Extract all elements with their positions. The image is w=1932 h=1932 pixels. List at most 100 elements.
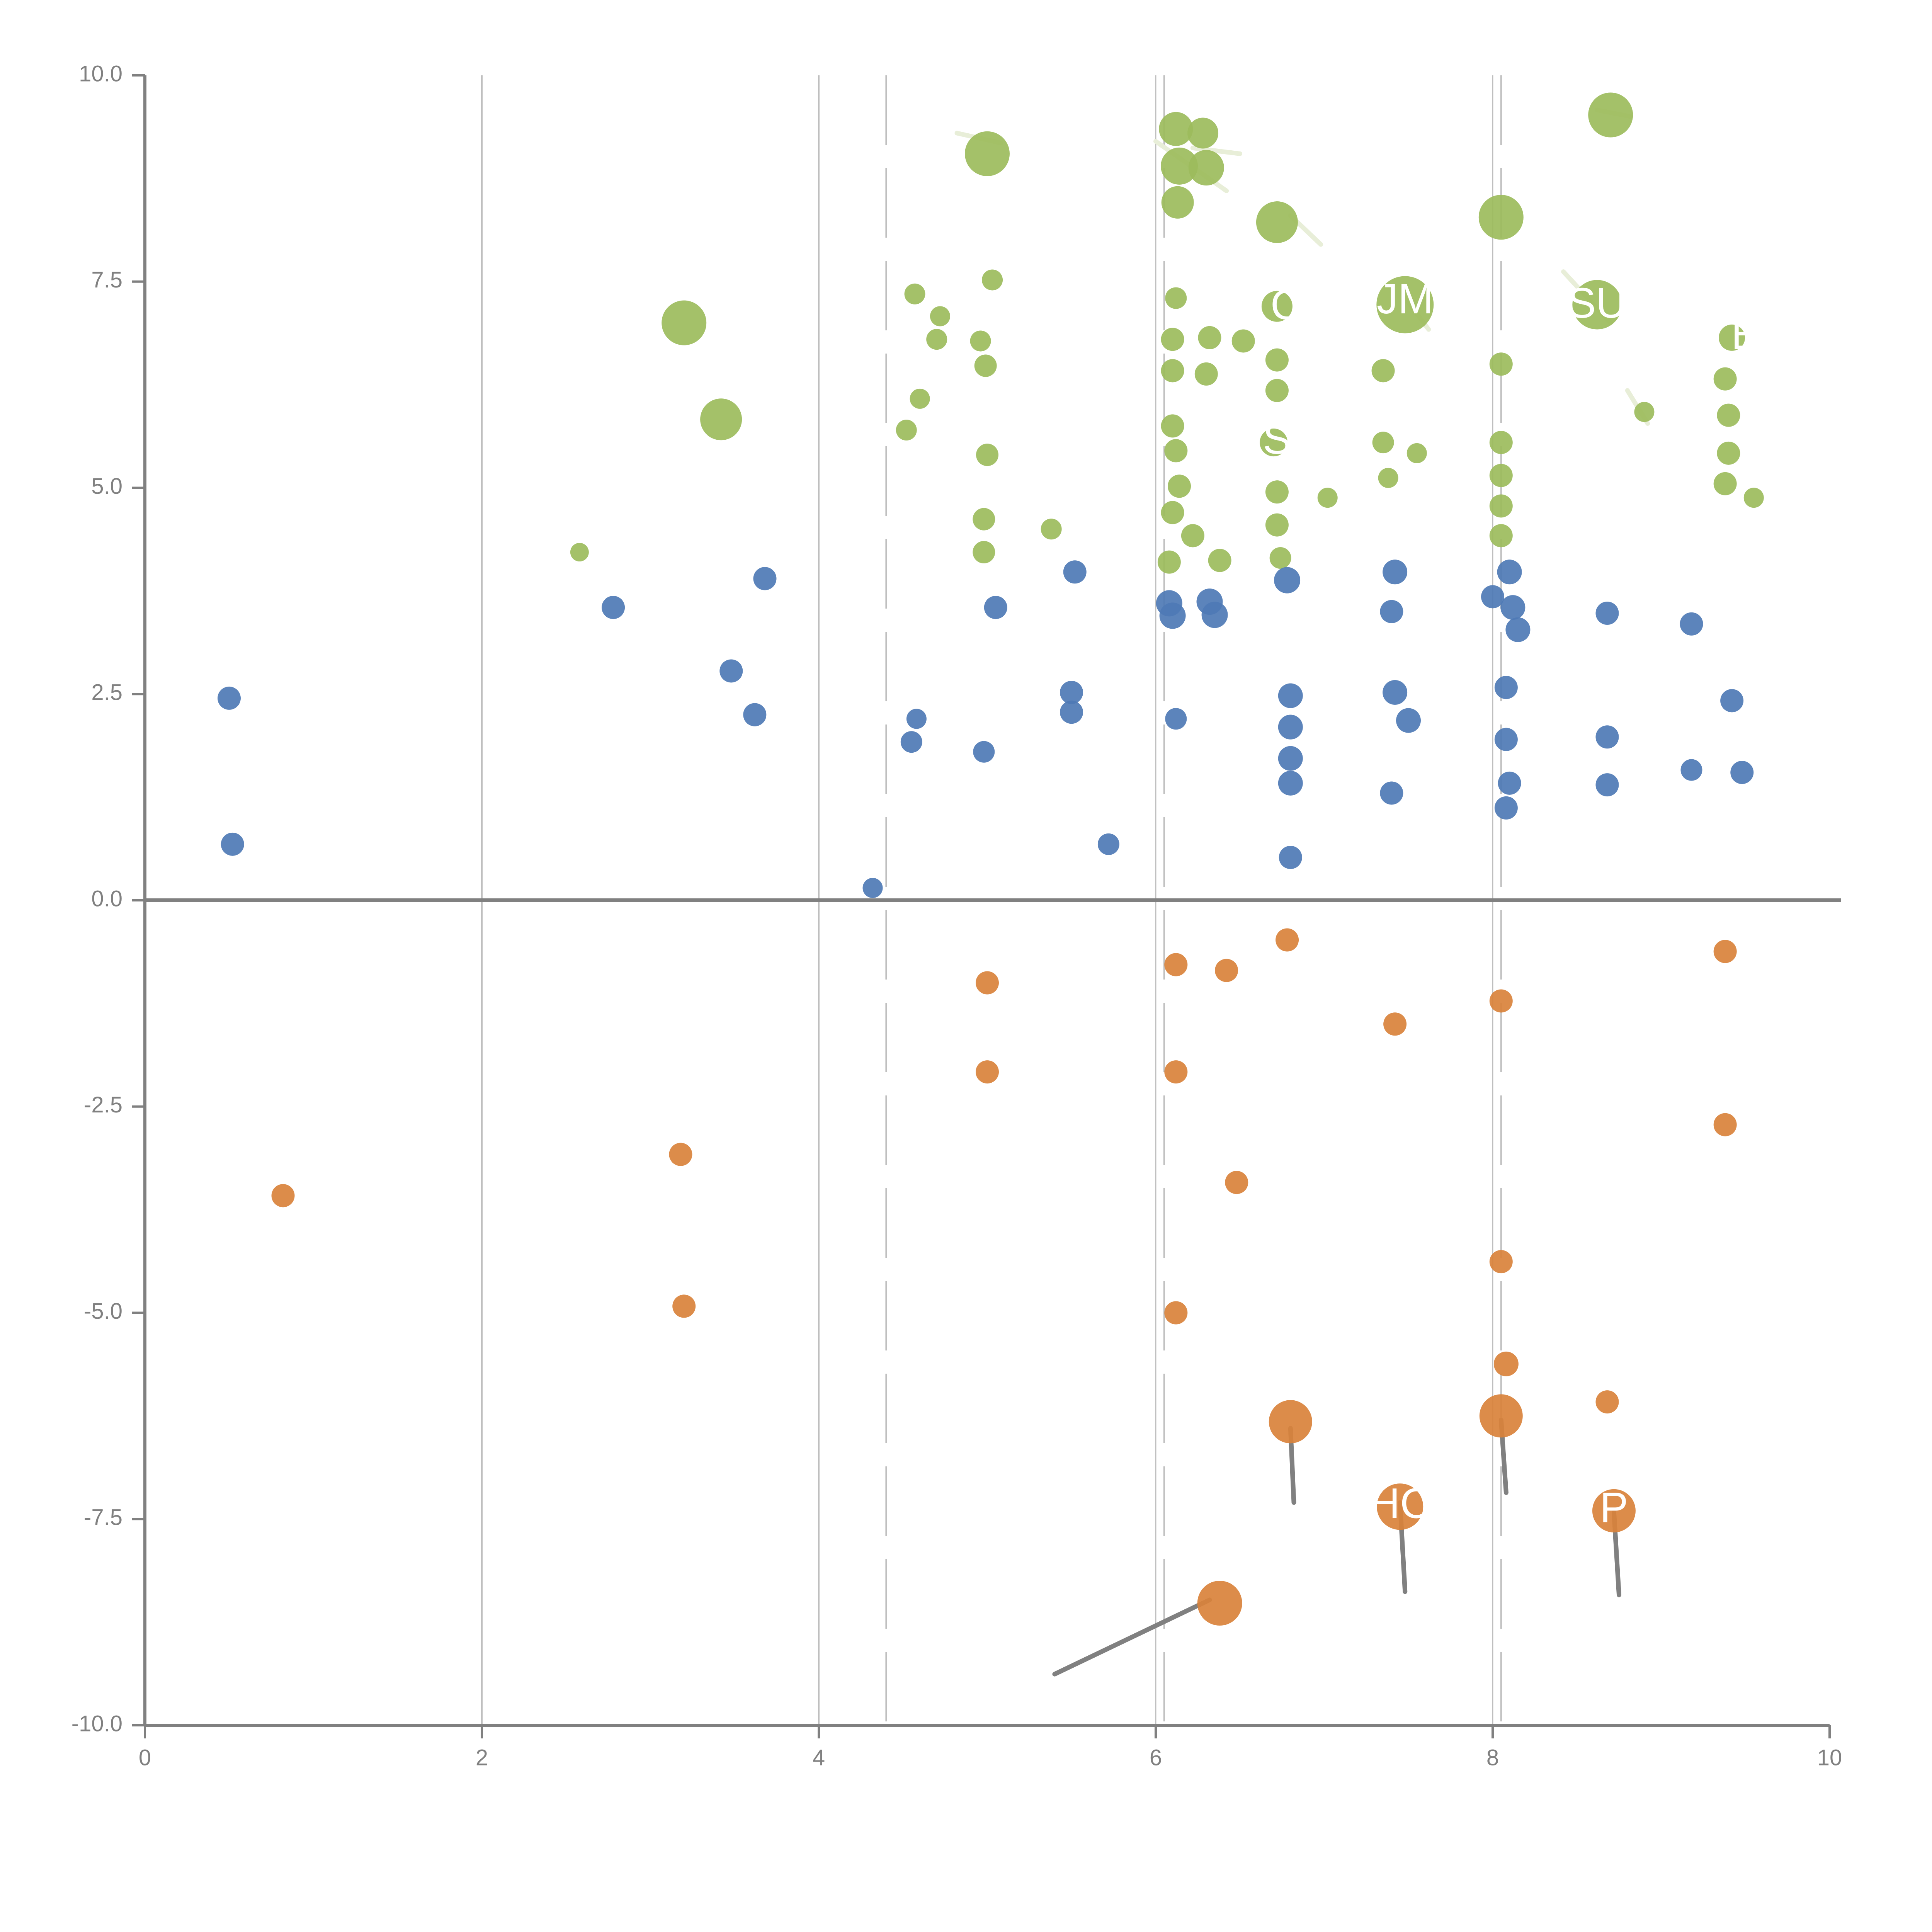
data-point-green[interactable] (976, 444, 998, 466)
data-point-orange[interactable] (1489, 989, 1513, 1013)
data-point-green[interactable] (1231, 329, 1255, 353)
data-point-green[interactable] (1588, 92, 1633, 138)
data-point-green[interactable] (1161, 414, 1184, 438)
data-point-blue[interactable] (1498, 771, 1521, 795)
data-point-blue[interactable] (218, 686, 241, 710)
data-point-green[interactable] (1194, 362, 1218, 386)
data-point-blue[interactable] (1063, 560, 1087, 584)
data-point-green[interactable] (1572, 280, 1622, 330)
data-point-green[interactable] (904, 283, 925, 304)
data-point-green[interactable] (1165, 287, 1187, 309)
data-point-orange[interactable] (1269, 1400, 1312, 1444)
data-point-orange[interactable] (672, 1294, 696, 1318)
data-point-blue[interactable] (1278, 770, 1303, 796)
data-point-blue[interactable] (1730, 761, 1754, 784)
data-point-blue[interactable] (1497, 560, 1522, 585)
data-point-orange[interactable] (1164, 1301, 1188, 1325)
data-point-green[interactable] (1159, 112, 1193, 146)
data-point-green[interactable] (1378, 468, 1398, 488)
data-point-green[interactable] (1261, 291, 1293, 322)
data-point-orange[interactable] (669, 1143, 692, 1166)
data-point-green[interactable] (1198, 326, 1221, 349)
data-point-orange[interactable] (1276, 928, 1299, 952)
data-point-green[interactable] (1265, 480, 1289, 504)
data-point-green[interactable] (1743, 488, 1764, 508)
data-point-blue[interactable] (1595, 602, 1619, 625)
data-point-green[interactable] (1265, 379, 1289, 402)
data-point-green[interactable] (1161, 328, 1184, 351)
data-point-orange[interactable] (1489, 1250, 1513, 1274)
data-point-green[interactable] (1188, 150, 1224, 186)
data-point-blue[interactable] (1278, 746, 1303, 771)
data-point-orange[interactable] (1595, 1390, 1619, 1414)
data-point-orange[interactable] (1225, 1171, 1248, 1194)
data-point-green[interactable] (965, 131, 1010, 176)
data-point-green[interactable] (1634, 402, 1655, 422)
series-blue-points[interactable] (218, 560, 1754, 898)
data-point-green[interactable] (1269, 547, 1291, 569)
data-point-orange[interactable] (1164, 1060, 1188, 1084)
data-point-blue[interactable] (753, 567, 777, 590)
data-point-blue[interactable] (973, 741, 995, 763)
data-point-blue[interactable] (1060, 701, 1083, 724)
data-point-green[interactable] (1489, 431, 1513, 454)
data-point-orange[interactable] (1493, 1351, 1519, 1376)
data-point-blue[interactable] (1680, 759, 1702, 781)
data-point-green[interactable] (1157, 550, 1181, 574)
data-point-green[interactable] (1376, 276, 1434, 333)
data-point-blue[interactable] (1500, 595, 1526, 620)
data-point-blue[interactable] (1494, 796, 1518, 820)
data-point-green[interactable] (1717, 441, 1740, 465)
data-point-blue[interactable] (1481, 585, 1504, 609)
data-point-orange[interactable] (1479, 1394, 1523, 1438)
data-point-green[interactable] (1489, 464, 1513, 487)
data-point-blue[interactable] (1279, 845, 1302, 869)
data-point-green[interactable] (1187, 117, 1219, 149)
data-point-green[interactable] (1265, 348, 1289, 372)
data-point-green[interactable] (973, 508, 995, 531)
data-point-orange[interactable] (1383, 1012, 1407, 1036)
data-point-orange[interactable] (1164, 953, 1188, 976)
data-point-green[interactable] (1713, 472, 1737, 495)
data-point-green[interactable] (1164, 439, 1188, 463)
data-point-green[interactable] (1265, 513, 1289, 537)
data-point-green[interactable] (896, 420, 917, 441)
data-point-green[interactable] (974, 354, 997, 377)
data-point-blue[interactable] (1159, 602, 1186, 629)
series-orange-points[interactable] (271, 928, 1737, 1626)
data-point-blue[interactable] (1380, 781, 1403, 805)
data-point-green[interactable] (1161, 147, 1198, 185)
data-point-blue[interactable] (719, 659, 743, 683)
data-point-blue[interactable] (1278, 683, 1303, 708)
data-point-green[interactable] (1489, 524, 1513, 548)
data-point-green[interactable] (1161, 186, 1194, 219)
data-point-orange[interactable] (1215, 959, 1238, 982)
data-point-blue[interactable] (1274, 567, 1301, 594)
data-point-green[interactable] (1168, 474, 1191, 498)
data-point-green[interactable] (1317, 488, 1338, 508)
data-point-orange[interactable] (1713, 1113, 1737, 1136)
data-point-orange[interactable] (1377, 1483, 1423, 1530)
data-point-blue[interactable] (984, 596, 1007, 619)
data-point-green[interactable] (982, 269, 1003, 291)
data-point-blue[interactable] (900, 731, 922, 753)
data-point-blue[interactable] (743, 703, 767, 726)
data-point-orange[interactable] (976, 971, 999, 995)
data-point-blue[interactable] (1505, 617, 1531, 642)
data-point-green[interactable] (1489, 352, 1513, 376)
data-point-green[interactable] (926, 329, 947, 350)
data-point-blue[interactable] (1595, 725, 1619, 749)
data-point-blue[interactable] (1383, 560, 1408, 585)
data-point-green[interactable] (1372, 432, 1394, 454)
data-point-blue[interactable] (1396, 708, 1421, 733)
data-point-orange[interactable] (1713, 940, 1737, 963)
data-point-blue[interactable] (221, 832, 244, 856)
data-point-green[interactable] (1181, 524, 1204, 548)
data-point-green[interactable] (1489, 494, 1513, 518)
data-point-blue[interactable] (1060, 680, 1083, 704)
data-point-orange[interactable] (1592, 1489, 1636, 1532)
data-point-green[interactable] (973, 541, 995, 564)
data-point-green[interactable] (1719, 324, 1745, 351)
data-point-green[interactable] (1478, 195, 1524, 240)
data-point-green[interactable] (1161, 501, 1184, 524)
